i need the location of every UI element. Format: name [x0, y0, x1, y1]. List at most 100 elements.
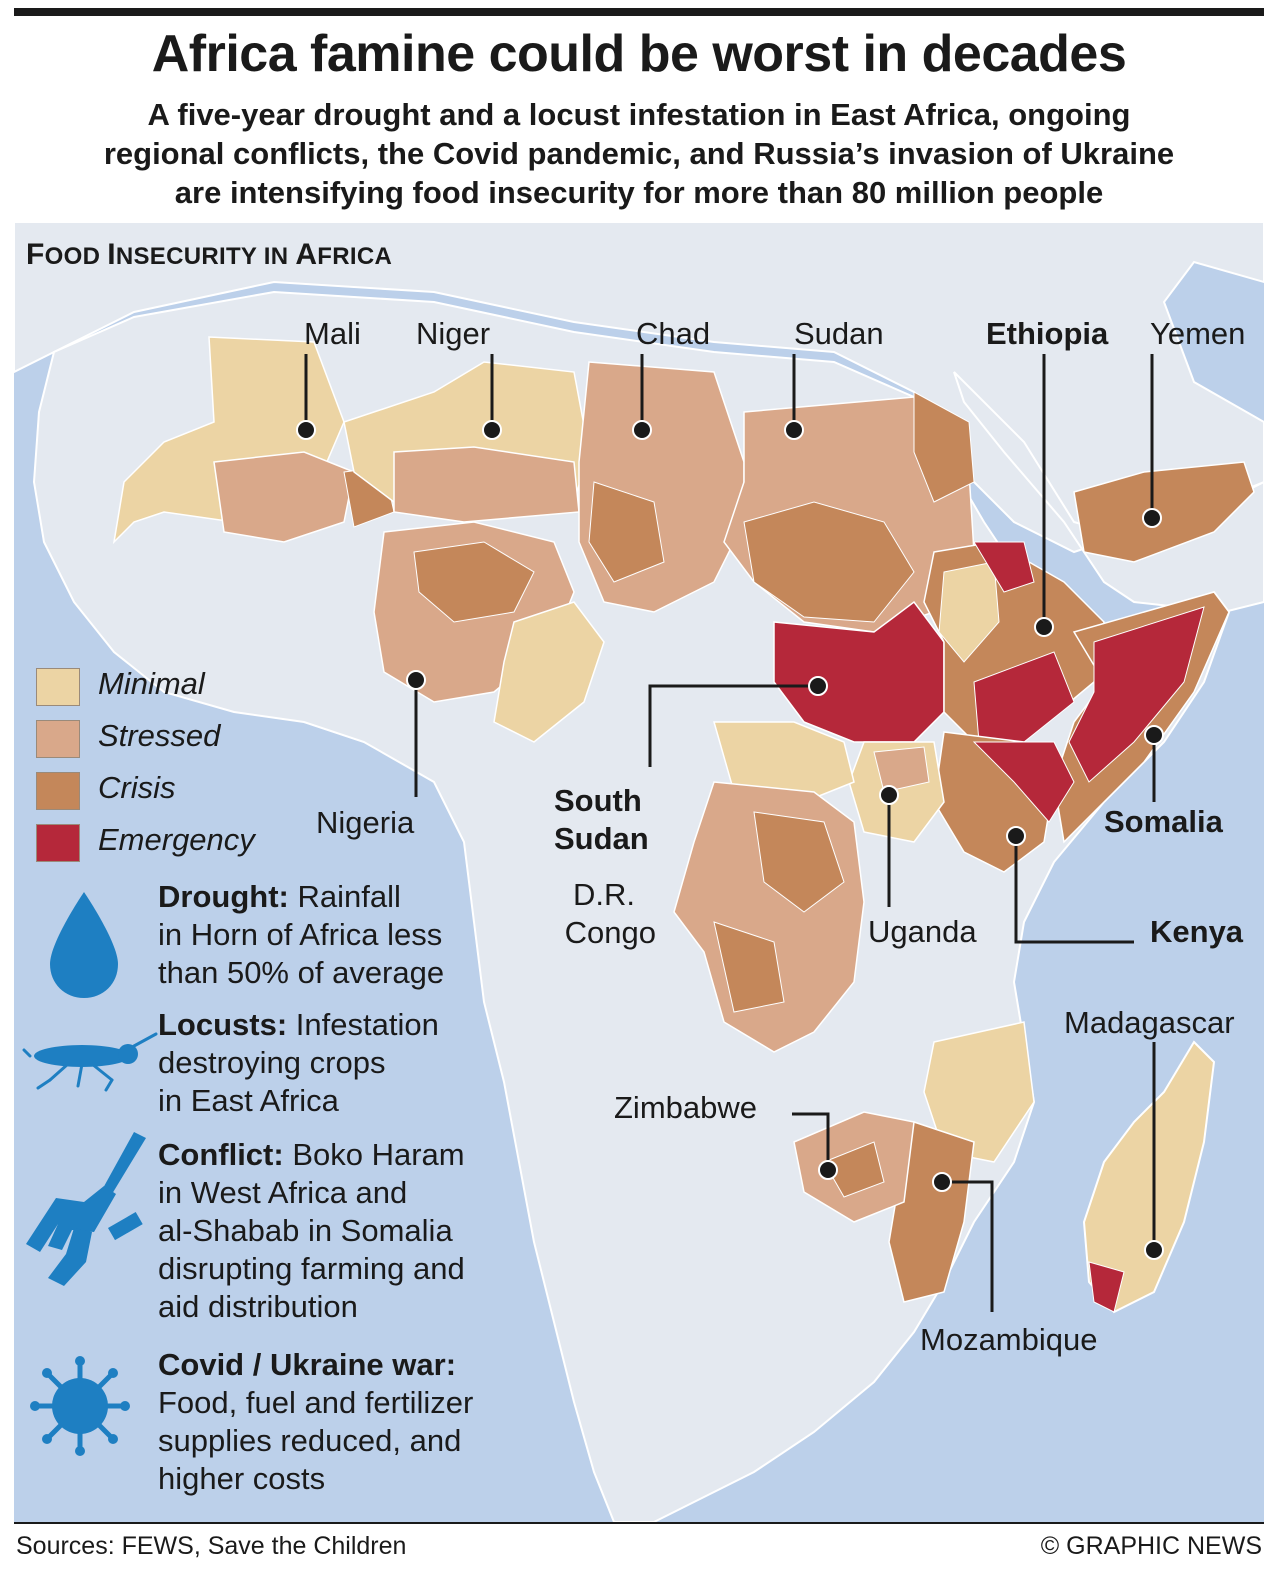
region-niger-south [393, 446, 580, 523]
water-drop-icon [50, 892, 118, 998]
dot-zimbabwe [818, 1160, 838, 1180]
region-cameroon [493, 601, 605, 743]
label-drc: D.R. Congo [552, 876, 656, 952]
virus-icon [30, 1356, 130, 1456]
locator-dots [296, 420, 1164, 1260]
label-drc-line-2: Congo [564, 915, 656, 950]
dot-sudan [784, 420, 804, 440]
dot-nigeria [406, 670, 426, 690]
region-sudan-crisis [743, 501, 915, 623]
bottom-rule [14, 1522, 1264, 1524]
label-madagascar: Madagascar [1064, 1005, 1235, 1040]
label-uganda: Uganda [868, 914, 977, 949]
region-south-sudan [773, 600, 945, 743]
subtitle: A five-year drought and a locust infesta… [0, 95, 1278, 212]
factor-covid-ukraine: Covid / Ukraine war: Food, fuel and fert… [158, 1346, 538, 1498]
region-kenya-emergency [972, 741, 1075, 823]
region-ethiopia-emergency-2 [973, 651, 1075, 743]
factor-conflict-text-2: in West Africa and [158, 1175, 408, 1210]
label-niger: Niger [416, 316, 491, 351]
factor-locusts-line-1: Locusts: Infestation [158, 1006, 538, 1044]
factor-covid-text-2: supplies reduced, and [158, 1423, 462, 1458]
subtitle-line-3: are intensifying food insecurity for mor… [174, 175, 1104, 210]
label-ethiopia: Ethiopia [986, 316, 1109, 351]
dot-yemen [1142, 508, 1162, 528]
top-rule [14, 8, 1264, 16]
rifle-icon [26, 1132, 146, 1286]
dot-madagascar [1144, 1240, 1164, 1260]
label-zimbabwe: Zimbabwe [614, 1090, 757, 1125]
legend-swatch-emergency [36, 824, 80, 862]
dot-uganda [879, 785, 899, 805]
label-drc-line-1: D.R. [573, 877, 635, 912]
label-chad: Chad [636, 316, 711, 351]
legend-swatch-stressed [36, 720, 80, 758]
factor-drought-heading: Drought: [158, 879, 289, 914]
factor-covid-heading: Covid / Ukraine war: [158, 1347, 457, 1382]
dot-south-sudan [808, 676, 828, 696]
dot-mali [296, 420, 316, 440]
region-mali-south [213, 451, 355, 543]
label-nigeria: Nigeria [316, 805, 415, 840]
label-kenya: Kenya [1150, 914, 1244, 949]
map-section-title: FOOD INSECURITY IN AFRICA [26, 238, 393, 271]
factor-drought-line-1: Drought: Rainfall [158, 878, 538, 916]
region-yemen [1073, 461, 1255, 563]
region-chad-crisis [588, 481, 665, 583]
legend-label-emergency: Emergency [98, 822, 255, 857]
factor-conflict-text-5: aid distribution [158, 1289, 358, 1324]
headline: Africa famine could be worst in decades [151, 25, 1127, 83]
label-south-sudan-line-1: South [554, 783, 642, 818]
locust-icon [22, 1032, 158, 1092]
factor-conflict-heading: Conflict: [158, 1137, 284, 1172]
region-sudan-crisis-2 [913, 391, 975, 503]
region-ethiopia-emergency [973, 541, 1035, 593]
sources: Sources: FEWS, Save the Children [16, 1532, 407, 1560]
dot-niger [482, 420, 502, 440]
dot-chad [632, 420, 652, 440]
land-north [14, 222, 1264, 554]
subtitle-line-1: A five-year drought and a locust infesta… [147, 97, 1131, 132]
factor-conflict-line-1: Conflict: Boko Haram [158, 1136, 538, 1174]
region-uganda-stressed [873, 746, 930, 793]
factor-drought-text-2: in Horn of Africa less [158, 917, 443, 952]
legend-label-stressed: Stressed [98, 718, 221, 753]
factor-covid-text-1: Food, fuel and fertilizer [158, 1385, 474, 1420]
region-ethiopia-minimal [938, 561, 1000, 663]
region-somalia-emergency [1068, 606, 1205, 783]
leader-mozambique [942, 1180, 994, 1312]
region-drc-crisis [753, 811, 845, 913]
dot-somalia [1144, 725, 1164, 745]
region-nigeria-crisis [413, 541, 535, 623]
region-malawi-moz-north [923, 1021, 1035, 1163]
leader-kenya [1014, 836, 1134, 944]
label-sudan: Sudan [794, 316, 884, 351]
leader-zimbabwe [792, 1112, 830, 1170]
factor-locusts-text-3: in East Africa [158, 1083, 339, 1118]
label-mozambique: Mozambique [920, 1322, 1098, 1357]
dot-kenya [1006, 826, 1026, 846]
label-yemen: Yemen [1150, 316, 1246, 351]
subtitle-line-2: regional conflicts, the Covid pandemic, … [103, 136, 1175, 171]
dot-ethiopia [1034, 617, 1054, 637]
factor-covid-text-3: higher costs [158, 1461, 326, 1496]
label-mali: Mali [304, 316, 361, 351]
region-zimbabwe-crisis [823, 1141, 885, 1198]
map [14, 222, 1264, 1522]
legend-label-minimal: Minimal [98, 666, 205, 701]
label-south-sudan: South Sudan [554, 782, 649, 858]
label-somalia: Somalia [1104, 804, 1223, 839]
legend-swatch-crisis [36, 772, 80, 810]
legend-swatch-minimal [36, 668, 80, 706]
factor-conflict-text-4: disrupting farming and [158, 1251, 465, 1286]
legend-label-crisis: Crisis [98, 770, 176, 805]
credit: © GRAPHIC NEWS [1040, 1532, 1262, 1560]
factor-drought: Drought: Rainfall in Horn of Africa less… [158, 878, 538, 992]
label-south-sudan-line-2: Sudan [554, 821, 649, 856]
leader-south-sudan [648, 684, 814, 767]
factor-locusts: Locusts: Infestation destroying crops in… [158, 1006, 538, 1120]
factor-conflict-text-1: Boko Haram [283, 1137, 465, 1172]
region-madagascar-south [1088, 1261, 1125, 1313]
map-canvas [14, 222, 1264, 1522]
factor-conflict-text-3: al-Shabab in Somalia [158, 1213, 453, 1248]
